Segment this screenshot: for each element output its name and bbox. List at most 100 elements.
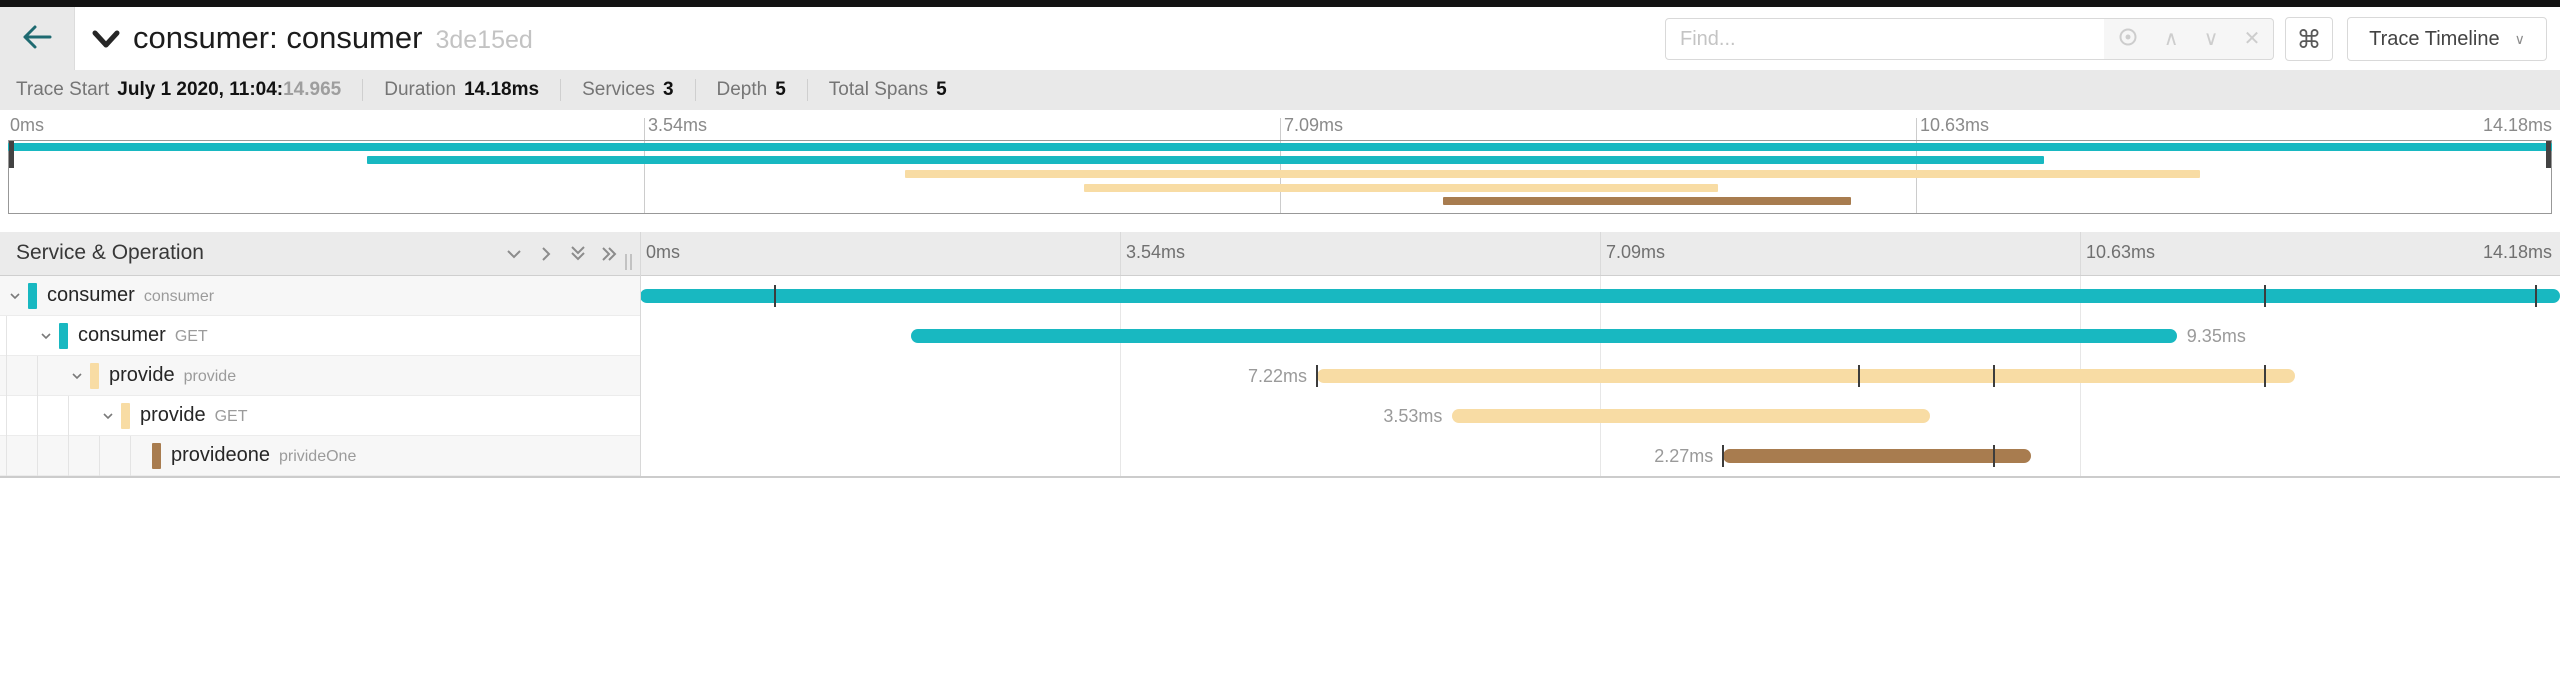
operation-name: GET: [174, 328, 208, 345]
collapse-all-icon[interactable]: [567, 243, 589, 265]
span-log-tick[interactable]: [1857, 365, 1860, 387]
service-name: provideone privideOne: [171, 444, 357, 466]
summary-label: Total Spans: [828, 79, 929, 100]
trace-view-selector-button[interactable]: Trace Timeline ∨: [2347, 17, 2547, 61]
span-log-tick[interactable]: [1722, 445, 1725, 467]
minimap-left-handle[interactable]: [9, 141, 14, 168]
summary-item: Depth 5: [694, 79, 786, 101]
trace-name: consumer: consumer: [133, 20, 423, 55]
find-result-controls: ∧ ∨ ✕: [2104, 18, 2274, 60]
span-timeline-cell: 2.27ms: [640, 436, 2560, 476]
span-name-cell[interactable]: provide provide: [0, 356, 640, 396]
span-duration-label: 2.27ms: [1654, 446, 1714, 466]
span-duration-bar[interactable]: [640, 289, 2560, 303]
span-rows: consumer consumer consumer GET 9.35ms provide…: [0, 276, 2560, 476]
span-log-tick[interactable]: [1316, 365, 1318, 387]
span-duration-bar[interactable]: [1723, 449, 2031, 463]
span-duration-label: 3.53ms: [1383, 406, 1443, 426]
span-name-cell[interactable]: consumer GET: [0, 316, 640, 356]
span-collapse-chevron-icon[interactable]: [70, 369, 84, 383]
summary-item: Total Spans 5: [806, 79, 947, 101]
span-timeline-cell: 7.22ms: [640, 356, 2560, 396]
span-row[interactable]: consumer consumer: [0, 276, 2560, 316]
span-name-cell[interactable]: provide GET: [0, 396, 640, 436]
indent-guide: [99, 436, 100, 476]
expand-one-icon[interactable]: [535, 243, 557, 265]
minimap-gridline: [644, 118, 645, 214]
timeline-minimap: 0ms 3.54ms 7.09ms 10.63ms 14.18ms: [0, 110, 2560, 232]
header-gridline: [1120, 232, 1121, 275]
span-name-cell[interactable]: provideone privideOne: [0, 436, 640, 476]
span-row[interactable]: provideone privideOne 2.27ms: [0, 436, 2560, 476]
column-resize-grip[interactable]: [625, 254, 635, 270]
indent-guide: [6, 396, 7, 436]
minimap-viewport[interactable]: [8, 140, 2552, 214]
view-selector-label: Trace Timeline: [2369, 27, 2500, 50]
span-name-cell[interactable]: consumer consumer: [0, 276, 640, 316]
chevron-down-icon: ∨: [2514, 30, 2525, 47]
service-name: provide provide: [109, 364, 237, 386]
indent-guide: [68, 436, 69, 476]
indent-guide: [37, 356, 38, 396]
minimap-span-bar: [1084, 183, 1718, 192]
summary-item: Services 3: [560, 79, 674, 101]
operation-name: provide: [183, 368, 237, 385]
span-log-tick[interactable]: [1993, 365, 1996, 387]
summary-label: Trace Start: [16, 79, 110, 100]
span-log-tick[interactable]: [2263, 285, 2266, 307]
minimap-right-handle[interactable]: [2546, 141, 2551, 168]
back-button[interactable]: [0, 7, 75, 70]
minimap-gridline: [1280, 118, 1281, 214]
timeline-axis-tick: 14.18ms: [2482, 242, 2552, 262]
operation-name: GET: [214, 408, 248, 425]
summary-label: Duration: [384, 79, 457, 100]
service-name: consumer GET: [78, 324, 208, 346]
span-log-tick[interactable]: [2534, 285, 2537, 307]
span-duration-bar[interactable]: [910, 329, 2177, 343]
span-collapse-chevron-icon[interactable]: [39, 329, 53, 343]
minimap-span-bar: [8, 142, 2552, 151]
service-color-block: [90, 363, 99, 389]
clear-search-button[interactable]: ✕: [2244, 29, 2261, 49]
service-name: consumer consumer: [47, 284, 215, 306]
span-duration-bar[interactable]: [1452, 409, 1931, 423]
summary-value-muted: 14.965: [283, 79, 342, 100]
span-row[interactable]: consumer GET 9.35ms: [0, 316, 2560, 356]
timeline-axis-tick: 10.63ms: [2086, 242, 2156, 262]
collapse-one-icon[interactable]: [503, 243, 525, 265]
operation-name: consumer: [143, 288, 215, 305]
span-log-tick[interactable]: [1993, 445, 1996, 467]
clear-search-icon: ✕: [2243, 28, 2261, 50]
keyboard-shortcuts-button[interactable]: ⌘: [2285, 17, 2333, 61]
locate-button[interactable]: [2117, 26, 2139, 52]
page-title: consumer: consumer 3de15ed: [133, 20, 533, 56]
rows-gridline: [1120, 276, 1121, 476]
find-input[interactable]: [1665, 18, 2105, 60]
next-result-button[interactable]: ∨: [2204, 29, 2219, 49]
prev-result-button[interactable]: ∧: [2164, 29, 2179, 49]
indent-guide: [6, 316, 7, 356]
expand-all-icon[interactable]: [599, 243, 621, 265]
span-duration-bar[interactable]: [1317, 369, 2295, 383]
service-color-block: [28, 283, 37, 309]
span-timeline-cell: [640, 276, 2560, 316]
indent-guide: [6, 436, 7, 476]
minimap-span-bar: [1443, 197, 1851, 206]
span-row[interactable]: provide GET 3.53ms: [0, 396, 2560, 436]
header-gridline: [2080, 232, 2081, 275]
span-collapse-chevron-icon[interactable]: [101, 409, 115, 423]
span-log-tick[interactable]: [2263, 365, 2266, 387]
indent-guide: [68, 396, 69, 436]
locate-icon: [2117, 26, 2139, 52]
summary-item: Duration 14.18ms: [362, 79, 539, 101]
span-log-tick[interactable]: [774, 285, 777, 307]
indent-guide: [37, 396, 38, 436]
service-color-block: [121, 403, 130, 429]
trace-collapse-chevron-icon[interactable]: [90, 29, 122, 51]
span-timeline-cell: 3.53ms: [640, 396, 2560, 436]
window-top-edge: [0, 0, 2560, 7]
summary-value: 5: [775, 79, 786, 100]
app-header: consumer: consumer 3de15ed ∧ ∨ ✕ ⌘ Trace Ti…: [0, 7, 2560, 70]
span-collapse-chevron-icon[interactable]: [8, 289, 22, 303]
span-row[interactable]: provide provide 7.22ms: [0, 356, 2560, 396]
